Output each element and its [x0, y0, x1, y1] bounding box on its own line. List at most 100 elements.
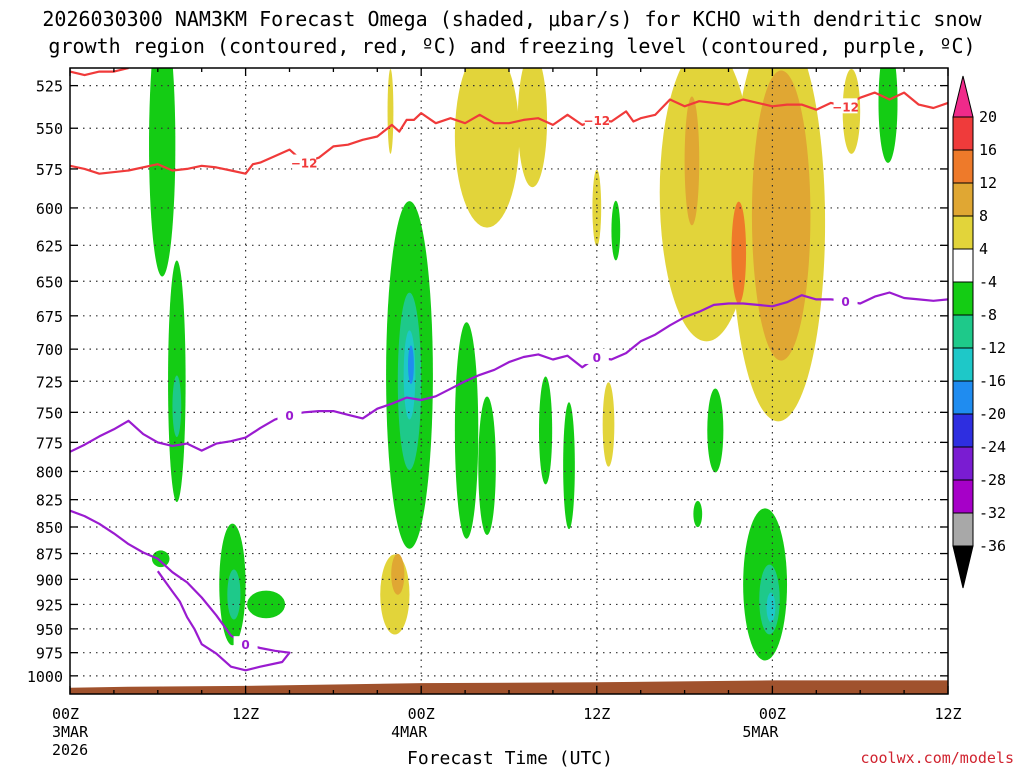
- xtick-label-48: 00Z: [759, 705, 786, 723]
- omega-region-4: [227, 569, 241, 620]
- credit-link[interactable]: coolwx.com/models: [860, 749, 1014, 767]
- colorbar-seg-3: [952, 215, 974, 250]
- omega-region-11: [454, 322, 479, 539]
- omega-region-28: [659, 68, 754, 342]
- xtick-date-48: 5MAR: [742, 723, 779, 741]
- ytick-label-625: 625: [36, 237, 63, 255]
- ytick-label-525: 525: [36, 78, 63, 96]
- contour-3: [70, 509, 291, 672]
- colorbar-seg-7: [952, 347, 974, 382]
- omega-region-29: [684, 96, 700, 226]
- contour-label-0-1: −12: [583, 114, 610, 128]
- ytick-label-800: 800: [36, 463, 63, 481]
- xtick-label-0: 00Z: [52, 705, 79, 723]
- colorbar-top-triangle: [952, 75, 974, 118]
- omega-region-16: [707, 388, 724, 473]
- colorbar-seg-11: [952, 479, 974, 514]
- colorbar-seg-9: [952, 413, 974, 448]
- colorbar-label-3: 8: [979, 207, 988, 225]
- omega-region-17: [693, 500, 703, 528]
- xtick-label-24: 00Z: [408, 705, 435, 723]
- xtick-date-0: 3MAR: [52, 723, 89, 741]
- colorbar-seg-8: [952, 380, 974, 415]
- omega-region-31: [751, 70, 811, 361]
- ytick-label-750: 750: [36, 404, 63, 422]
- omega-region-23: [391, 553, 405, 595]
- omega-region-32: [731, 201, 747, 304]
- ytick-label-700: 700: [36, 341, 63, 359]
- omega-shading-layer: [149, 68, 898, 661]
- omega-region-2: [172, 375, 182, 437]
- xtick-label-36: 12Z: [583, 705, 610, 723]
- ytick-label-975: 975: [36, 645, 63, 663]
- colorbar-seg-2: [952, 182, 974, 217]
- colorbar-label-4: 4: [979, 240, 988, 258]
- colorbar-label-2: 12: [979, 174, 997, 192]
- colorbar-seg-10: [952, 446, 974, 481]
- omega-region-12: [478, 396, 496, 535]
- omega-region-6: [151, 550, 170, 568]
- contour-label-0-2: −12: [832, 100, 859, 114]
- contour-1: [70, 68, 129, 77]
- colorbar-label-6: -8: [979, 306, 997, 324]
- contour-label-3-0: 0: [241, 638, 249, 652]
- omega-region-20: [766, 592, 776, 623]
- ytick-label-900: 900: [36, 571, 63, 589]
- ytick-label-925: 925: [36, 596, 63, 614]
- colorbar-label-7: -12: [979, 339, 1006, 357]
- colorbar-label-10: -24: [979, 438, 1006, 456]
- colorbar-label-1: 16: [979, 141, 997, 159]
- omega-region-27: [602, 382, 615, 467]
- colorbar-label-13: -36: [979, 537, 1006, 555]
- colorbar-label-9: -20: [979, 405, 1006, 423]
- contour-label-2-0: 0: [285, 409, 293, 423]
- ytick-label-950: 950: [36, 621, 63, 639]
- contour-0: [70, 91, 948, 175]
- xtick-year-0: 2026: [52, 741, 88, 759]
- omega-region-24: [387, 68, 394, 154]
- ytick-label-725: 725: [36, 373, 63, 391]
- contour-label-2-2: 0: [841, 295, 849, 309]
- colorbar-label-11: -28: [979, 471, 1006, 489]
- omega-region-0: [149, 68, 176, 277]
- ytick-label-675: 675: [36, 308, 63, 326]
- x-axis-label: Forecast Time (UTC): [407, 748, 613, 768]
- contour-2: [70, 291, 948, 453]
- colorbar-seg-4: [952, 248, 974, 283]
- ytick-label-825: 825: [36, 492, 63, 510]
- colorbar: 20 16 12 8 4 -4 -8 -12 -16 -20 -24 -28 -32 -36: [952, 75, 1006, 589]
- omega-region-26: [517, 68, 548, 188]
- ytick-label-550: 550: [36, 120, 63, 138]
- contour-label-bg-0-0: [292, 154, 317, 170]
- contour-label-bg-2-2: [833, 292, 858, 308]
- omega-region-14: [563, 402, 575, 530]
- colorbar-seg-0: [952, 116, 974, 151]
- colorbar-seg-1: [952, 149, 974, 184]
- ytick-label-1000: 1000: [27, 668, 63, 686]
- chart-title-line1: 2026030300 NAM3KM Forecast Omega (shaded…: [42, 7, 982, 31]
- chart-title-line2: growth region (contoured, red, ºC) and f…: [48, 34, 975, 58]
- contour-layer: −12 −12 −12 0 0 0 0: [70, 68, 948, 672]
- contour-label-bg-2-0: [277, 406, 302, 422]
- colorbar-bottom-triangle: [952, 545, 974, 589]
- ytick-label-775: 775: [36, 434, 63, 452]
- contour-label-0-0: −12: [291, 157, 318, 171]
- omega-region-25: [454, 68, 520, 228]
- omega-region-13: [538, 376, 553, 485]
- omega-region-15: [611, 200, 621, 261]
- xtick-date-24: 4MAR: [391, 723, 428, 741]
- colorbar-seg-12: [952, 512, 974, 547]
- contour-label-bg-2-1: [584, 348, 609, 364]
- ytick-label-875: 875: [36, 546, 63, 564]
- colorbar-seg-6: [952, 314, 974, 349]
- colorbar-label-12: -32: [979, 504, 1006, 522]
- colorbar-label-5: -4: [979, 273, 997, 291]
- colorbar-seg-5: [952, 281, 974, 316]
- ytick-label-850: 850: [36, 519, 63, 537]
- xtick-label-12: 12Z: [232, 705, 259, 723]
- ytick-label-650: 650: [36, 273, 63, 291]
- contour-label-bg-0-1: [584, 111, 609, 127]
- colorbar-label-0: 20: [979, 108, 997, 126]
